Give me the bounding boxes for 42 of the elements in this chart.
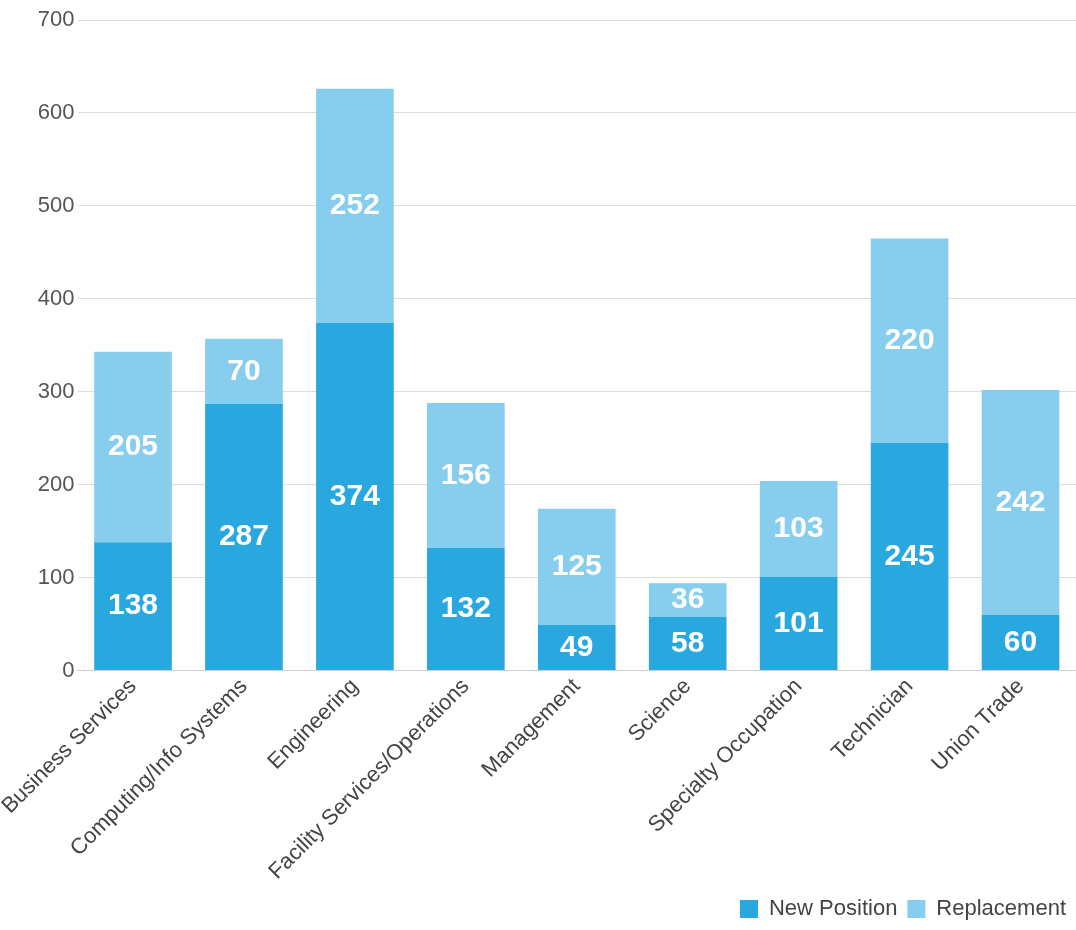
data-label: 138 [107,587,159,621]
data-label: 36 [671,581,705,615]
data-label: 242 [995,483,1046,517]
y-tick-label: 0 [62,656,75,682]
data-label: 60 [1003,623,1038,657]
data-label: 101 [773,604,824,638]
y-tick-label: 100 [37,563,75,589]
data-label: 132 [440,590,491,624]
data-label: 205 [107,428,159,462]
bar [316,88,394,323]
y-tick-label: 700 [37,6,75,32]
data-label: 49 [560,628,594,662]
bar [205,403,283,671]
bar [427,547,505,671]
legend-label: New Position [768,895,898,921]
data-label: 252 [329,187,380,221]
bar [870,238,949,443]
bar [537,508,616,625]
data-label: 58 [671,624,705,658]
bar [316,322,394,671]
data-label: 103 [773,510,824,544]
y-tick-label: 200 [37,470,75,496]
data-label: 156 [440,456,491,490]
data-label: 374 [329,477,381,511]
bar [94,351,172,543]
legend-label: Replacement [936,895,1067,921]
data-label: 125 [551,548,602,582]
bar [870,442,949,671]
bar [94,542,172,671]
data-label: 245 [884,537,935,571]
bar [759,480,838,577]
y-tick-label: 400 [37,284,75,310]
bar [759,576,838,671]
y-tick-label: 500 [37,191,75,217]
bar [427,402,505,548]
bar [981,389,1060,615]
y-tick-label: 600 [37,99,75,124]
data-label: 220 [884,321,935,355]
y-tick-label: 300 [37,377,75,403]
data-label: 287 [218,518,269,552]
bar [205,338,283,404]
data-label: 70 [227,352,261,386]
